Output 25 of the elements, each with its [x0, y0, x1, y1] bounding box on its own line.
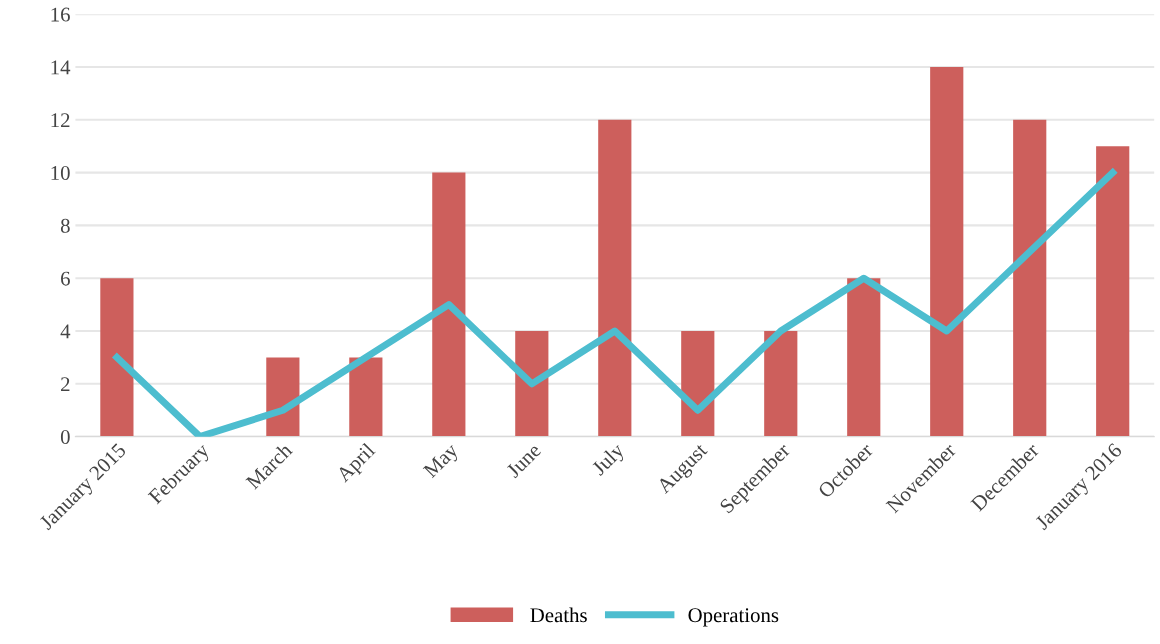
- bar: [930, 66, 964, 437]
- y-tick-label: 10: [51, 165, 70, 181]
- y-tick-label: 6: [61, 271, 70, 286]
- bar: [1013, 119, 1047, 437]
- bar: [100, 278, 134, 437]
- y-tick-label: 8: [60, 218, 70, 233]
- legend-label: Operations: [688, 608, 779, 627]
- bar: [681, 331, 715, 437]
- x-tick-label: May: [422, 442, 463, 482]
- y-tick-label: 0: [60, 430, 70, 445]
- y-tick-label: 12: [51, 113, 70, 128]
- x-tick-label: June: [505, 442, 542, 479]
- y-tick-label: 4: [60, 324, 71, 339]
- x-tick-label: July: [590, 441, 629, 480]
- bar: [598, 119, 632, 437]
- y-tick-label: 2: [61, 377, 70, 392]
- bar: [1096, 146, 1130, 437]
- legend-label: Deaths: [530, 607, 587, 623]
- bar: [515, 331, 549, 437]
- bar: [764, 331, 798, 437]
- bar: [349, 357, 383, 437]
- bar: [847, 278, 881, 437]
- bar: [432, 172, 466, 437]
- y-tick-label: 14: [51, 60, 71, 75]
- y-tick-label: 16: [51, 7, 70, 22]
